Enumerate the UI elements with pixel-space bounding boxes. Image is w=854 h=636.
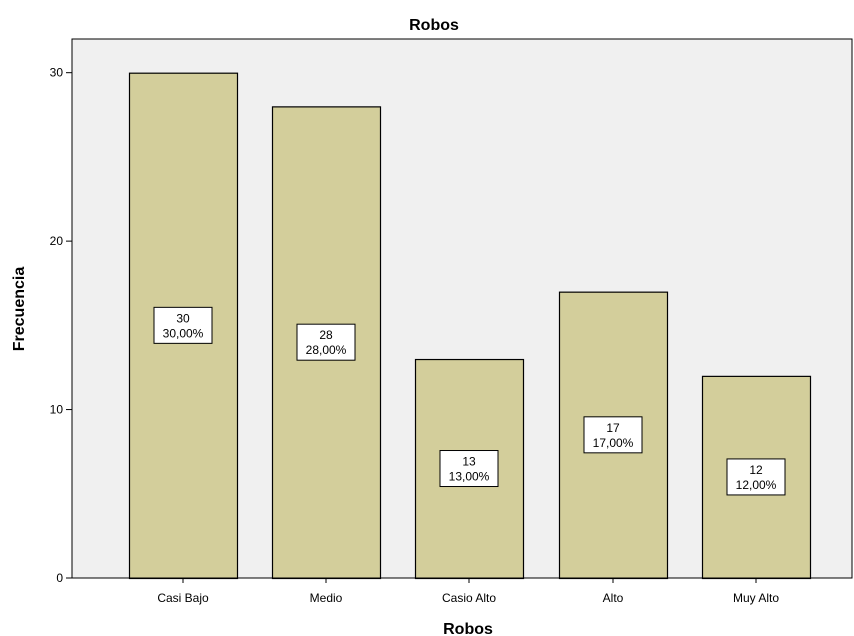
y-axis: 0 10 20 30: [50, 39, 73, 585]
data-label-count: 13: [462, 455, 476, 469]
data-label-count: 30: [176, 311, 190, 325]
x-tick-label: Alto: [603, 591, 624, 605]
data-label-percent: 30,00%: [163, 326, 204, 340]
data-label-count: 17: [606, 421, 620, 435]
data-label-percent: 28,00%: [306, 343, 347, 357]
data-label-box: [726, 458, 786, 496]
data-label-box: [583, 416, 643, 454]
y-tick-label: 20: [50, 234, 64, 248]
data-label-count: 12: [749, 463, 763, 477]
x-axis-title: Robos: [443, 621, 493, 636]
data-label-box: [296, 323, 356, 361]
data-label-count: 28: [319, 328, 333, 342]
y-tick-label: 0: [56, 571, 63, 585]
data-label-percent: 17,00%: [593, 436, 634, 450]
y-tick-label: 10: [50, 403, 64, 417]
data-label-percent: 12,00%: [736, 478, 777, 492]
x-tick-label: Medio: [310, 591, 343, 605]
x-axis: Casi Bajo Medio Casio Alto Alto Muy Alto: [72, 577, 852, 605]
x-tick-label: Casi Bajo: [157, 591, 209, 605]
y-tick-label: 30: [50, 66, 64, 80]
data-label-box: [153, 306, 213, 344]
chart-title: Robos: [409, 17, 459, 34]
x-tick-label: Casio Alto: [442, 591, 496, 605]
data-label-box: [439, 450, 499, 488]
y-axis-title: Frecuencia: [11, 267, 28, 352]
data-label-percent: 13,00%: [449, 470, 490, 484]
x-tick-label: Muy Alto: [733, 591, 779, 605]
